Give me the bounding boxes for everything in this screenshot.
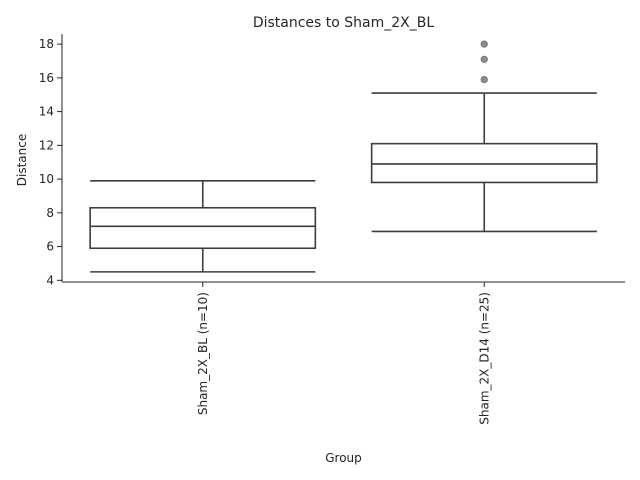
y-axis-label: Distance (15, 134, 29, 186)
outlier-point (480, 55, 488, 63)
box-group (89, 179, 317, 273)
x-tick-label: Sham_2X_BL (n=10) (196, 292, 210, 415)
chart-title: Distances to Sham_2X_BL (253, 15, 435, 31)
x-axis-ticks: Sham_2X_BL (n=10) Sham_2X_D14 (n=25) (196, 282, 491, 425)
y-tick-label: 6 (46, 240, 54, 254)
y-tick-label: 8 (46, 206, 54, 220)
y-axis-ticks: 4 6 8 10 12 14 16 18 (39, 37, 62, 287)
box-iqr (89, 206, 317, 250)
outlier-point (480, 40, 488, 48)
y-tick-label: 10 (39, 172, 54, 186)
boxes-layer (89, 40, 598, 273)
y-tick-label: 18 (39, 37, 54, 51)
outlier-point (480, 75, 488, 84)
x-tick-label: Sham_2X_D14 (n=25) (477, 292, 491, 425)
x-axis-label: Group (325, 451, 362, 465)
y-tick-label: 12 (39, 138, 54, 152)
y-tick-label: 4 (46, 273, 54, 287)
box-group (370, 40, 598, 233)
y-tick-label: 14 (39, 105, 54, 119)
box-iqr (370, 142, 598, 184)
y-tick-label: 16 (39, 71, 54, 85)
